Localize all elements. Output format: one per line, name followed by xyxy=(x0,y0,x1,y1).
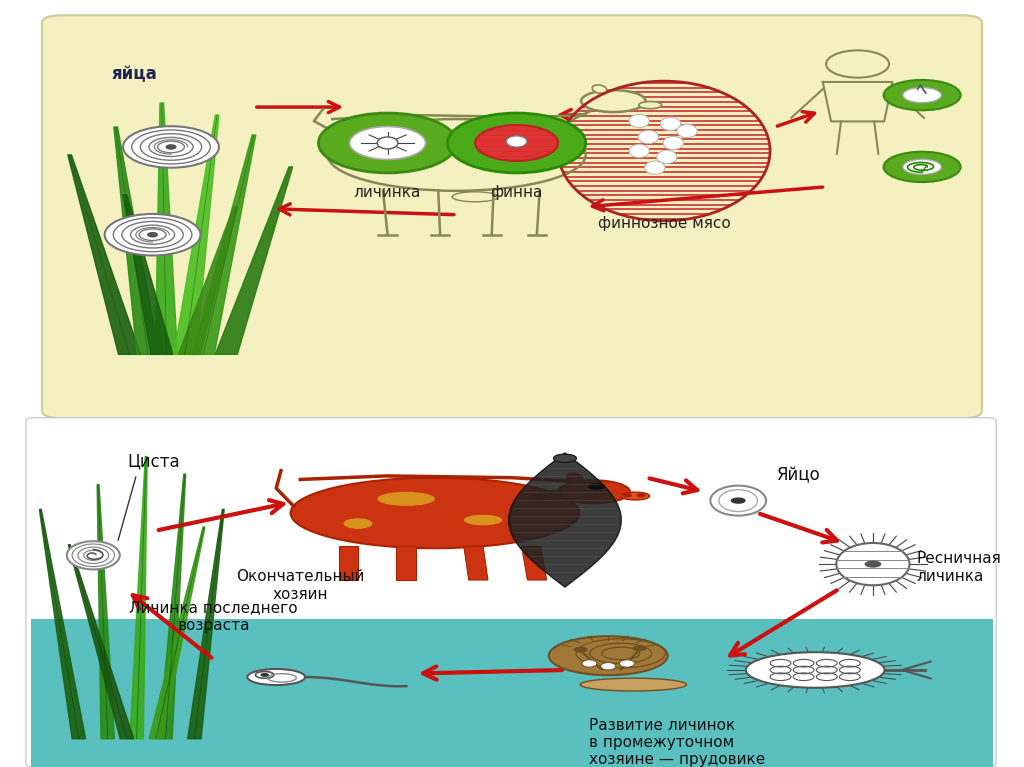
Polygon shape xyxy=(68,155,140,354)
Ellipse shape xyxy=(291,478,580,548)
Circle shape xyxy=(475,125,558,161)
Circle shape xyxy=(147,232,158,237)
Ellipse shape xyxy=(343,518,373,529)
Ellipse shape xyxy=(67,542,120,569)
Ellipse shape xyxy=(581,678,686,691)
Polygon shape xyxy=(174,115,219,354)
Polygon shape xyxy=(150,527,205,739)
Ellipse shape xyxy=(677,124,697,137)
Ellipse shape xyxy=(377,492,435,506)
Circle shape xyxy=(637,494,645,497)
Ellipse shape xyxy=(664,137,683,150)
Ellipse shape xyxy=(506,136,527,147)
Polygon shape xyxy=(123,195,173,354)
Circle shape xyxy=(104,214,201,255)
Ellipse shape xyxy=(582,90,646,112)
Text: Ресничная
личинка: Ресничная личинка xyxy=(916,551,1001,584)
Ellipse shape xyxy=(837,543,909,585)
Polygon shape xyxy=(509,453,622,587)
Ellipse shape xyxy=(592,85,607,94)
Circle shape xyxy=(166,145,176,149)
Polygon shape xyxy=(130,456,147,739)
Ellipse shape xyxy=(566,473,583,482)
Ellipse shape xyxy=(558,480,630,503)
Text: яйца: яйца xyxy=(112,65,157,83)
Circle shape xyxy=(865,561,881,567)
Ellipse shape xyxy=(377,137,398,149)
Ellipse shape xyxy=(656,150,677,163)
Circle shape xyxy=(574,647,587,652)
Ellipse shape xyxy=(884,152,961,182)
Circle shape xyxy=(447,113,586,173)
Polygon shape xyxy=(187,509,224,739)
Ellipse shape xyxy=(884,80,961,110)
Ellipse shape xyxy=(645,161,665,174)
Circle shape xyxy=(349,127,426,160)
Polygon shape xyxy=(215,167,293,354)
Polygon shape xyxy=(464,546,487,580)
Circle shape xyxy=(261,673,268,676)
Circle shape xyxy=(624,494,632,497)
Circle shape xyxy=(123,127,219,168)
FancyBboxPatch shape xyxy=(26,418,996,767)
Circle shape xyxy=(731,498,744,503)
Ellipse shape xyxy=(620,660,635,667)
Polygon shape xyxy=(97,485,115,739)
Polygon shape xyxy=(156,103,177,354)
Circle shape xyxy=(589,484,604,489)
Text: личинка: личинка xyxy=(354,185,421,200)
Ellipse shape xyxy=(582,660,597,667)
Ellipse shape xyxy=(464,515,503,525)
Text: Развитие личинок
в промежуточном
хозяине — прудовике: Развитие личинок в промежуточном хозяине… xyxy=(589,718,765,767)
Circle shape xyxy=(318,113,457,173)
Ellipse shape xyxy=(639,101,662,109)
Polygon shape xyxy=(114,127,159,354)
Circle shape xyxy=(633,646,646,650)
Circle shape xyxy=(553,454,577,463)
Ellipse shape xyxy=(903,160,941,174)
Polygon shape xyxy=(193,135,256,354)
Text: Яйцо: Яйцо xyxy=(776,467,820,485)
Ellipse shape xyxy=(660,117,681,130)
Polygon shape xyxy=(178,207,238,354)
Text: финнозное мясо: финнозное мясо xyxy=(598,216,730,231)
Polygon shape xyxy=(396,546,416,580)
Polygon shape xyxy=(339,546,358,580)
Bar xyxy=(31,619,993,767)
Text: Циста: Циста xyxy=(127,453,179,471)
Ellipse shape xyxy=(638,130,658,143)
Ellipse shape xyxy=(621,492,649,500)
Text: Окончательный
хозяин: Окончательный хозяин xyxy=(237,569,365,602)
Ellipse shape xyxy=(248,669,305,685)
Ellipse shape xyxy=(453,192,499,202)
Polygon shape xyxy=(39,509,86,739)
Ellipse shape xyxy=(601,663,615,670)
Polygon shape xyxy=(159,474,185,739)
FancyBboxPatch shape xyxy=(42,15,982,418)
Ellipse shape xyxy=(629,144,649,157)
Text: финна: финна xyxy=(490,185,543,200)
Ellipse shape xyxy=(549,636,668,675)
Ellipse shape xyxy=(745,652,885,688)
Text: Личинка последнего
возраста: Личинка последнего возраста xyxy=(129,601,298,633)
Polygon shape xyxy=(521,546,547,580)
Ellipse shape xyxy=(629,114,649,127)
Polygon shape xyxy=(69,545,134,739)
Ellipse shape xyxy=(711,486,766,515)
Ellipse shape xyxy=(903,87,941,103)
